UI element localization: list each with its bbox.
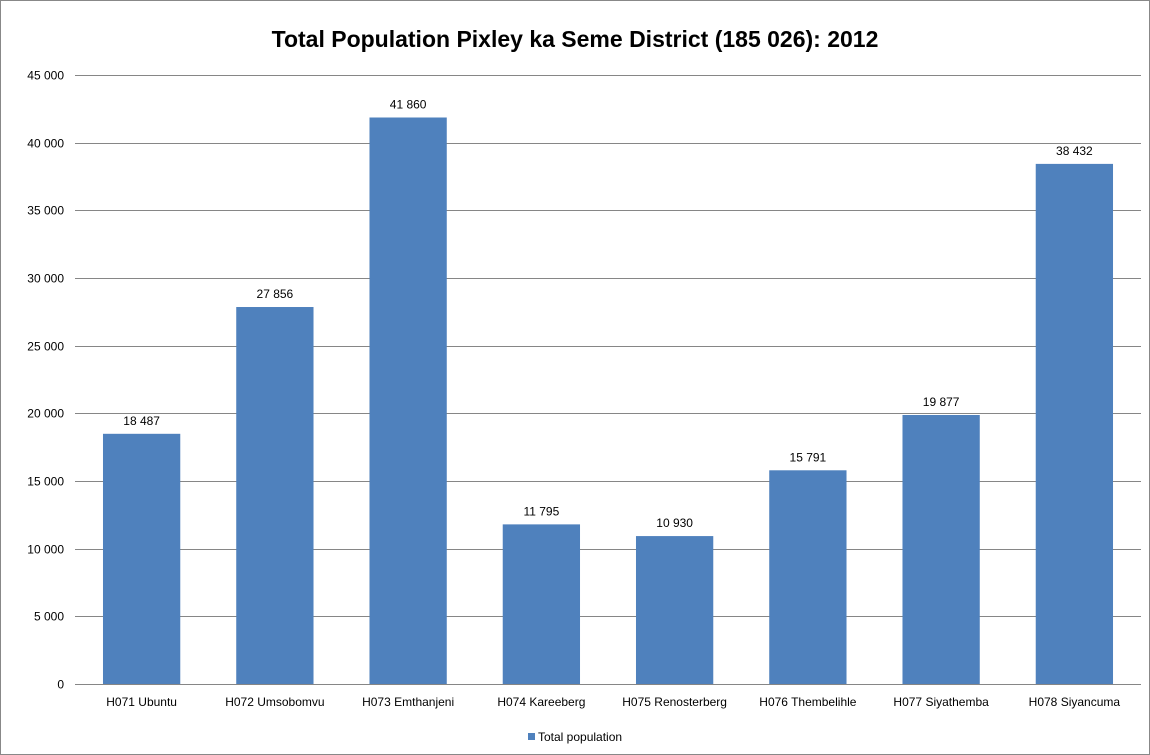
x-tick-label: H071 Ubuntu <box>106 695 177 709</box>
data-label: 27 856 <box>257 287 294 301</box>
x-tick-label: H075 Renosterberg <box>622 695 727 709</box>
x-tick-label: H072 Umsobomvu <box>225 695 324 709</box>
bar <box>1035 163 1114 684</box>
x-tick-label: H074 Kareeberg <box>497 695 585 709</box>
bar <box>102 433 181 684</box>
chart-title: Total Population Pixley ka Seme District… <box>271 26 879 52</box>
data-label: 11 795 <box>523 504 559 518</box>
data-label: 38 432 <box>1056 144 1093 158</box>
data-label: 10 930 <box>656 516 693 530</box>
y-tick-label: 35 000 <box>27 204 64 218</box>
legend-label: Total population <box>538 730 622 744</box>
data-labels: 18 487 27 856 41 860 11 795 10 930 15 791 19 8… <box>123 97 1093 530</box>
x-tick-label: H077 Siyathemba <box>893 695 989 709</box>
x-tick-label: H078 Siyancuma <box>1029 695 1121 709</box>
data-label: 41 860 <box>390 97 427 111</box>
y-tick-label: 0 <box>57 678 64 692</box>
y-tick-label: 20 000 <box>27 407 64 421</box>
bar <box>502 524 581 684</box>
y-tick-label: 15 000 <box>27 475 64 489</box>
gridlines <box>75 75 1141 685</box>
x-tick-label: H073 Emthanjeni <box>362 695 454 709</box>
y-axis-ticks: 0 5 000 10 000 15 000 20 000 25 000 30 000 35 0… <box>27 69 64 692</box>
y-tick-label: 40 000 <box>27 137 64 151</box>
bar <box>236 307 314 684</box>
legend: Total population <box>528 730 622 744</box>
data-label: 15 791 <box>790 450 827 464</box>
bar <box>769 470 847 684</box>
y-tick-label: 45 000 <box>27 69 64 83</box>
y-tick-label: 10 000 <box>27 543 64 557</box>
bar <box>369 117 447 684</box>
y-tick-label: 25 000 <box>27 340 64 354</box>
y-tick-label: 5 000 <box>34 610 64 624</box>
bar <box>635 536 714 684</box>
bar <box>902 414 980 684</box>
data-label: 19 877 <box>923 395 960 409</box>
y-tick-label: 30 000 <box>27 272 64 286</box>
x-tick-label: H076 Thembelihle <box>759 695 856 709</box>
bars <box>102 117 1114 684</box>
data-label: 18 487 <box>123 414 160 428</box>
legend-swatch <box>528 733 535 740</box>
x-axis-ticks: H071 Ubuntu H072 Umsobomvu H073 Emthanjeni… <box>106 695 1120 709</box>
